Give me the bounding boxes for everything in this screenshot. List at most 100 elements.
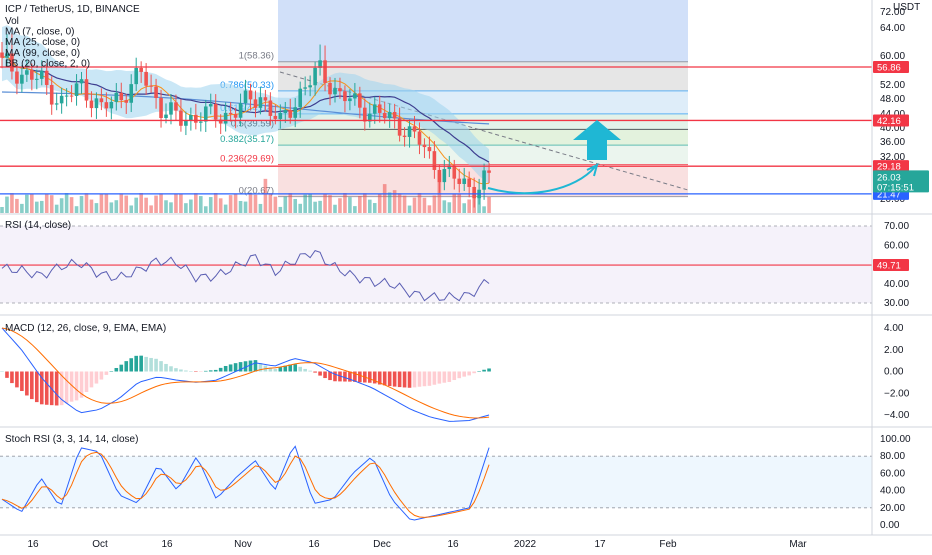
volume-bar (119, 193, 124, 213)
candle-body (467, 178, 471, 187)
volume-bar (99, 194, 104, 213)
time-label-Dec: Dec (373, 539, 391, 550)
time-label-16: 16 (308, 539, 320, 550)
macd-histogram-bar (89, 371, 94, 388)
volume-bar (338, 198, 342, 213)
candle-body (283, 110, 288, 113)
candle-body (338, 88, 342, 92)
volume-bar (189, 199, 193, 213)
candle-body (203, 106, 208, 122)
candle-body (367, 113, 372, 122)
candle-body (44, 70, 49, 85)
candle-body (387, 111, 392, 119)
rsi-tag-bg (873, 259, 909, 272)
macd-histogram-bar (74, 371, 79, 401)
macd-histogram-bar (432, 371, 437, 385)
macd-histogram-bar (243, 361, 248, 372)
candle-body (119, 92, 124, 101)
macd-title: MACD (12, 26, close, 9, EMA, EMA) (5, 323, 166, 334)
volume-bar (69, 197, 74, 213)
fib-label-5: 0.236(29.69) (220, 154, 274, 165)
stoch-title: Stoch RSI (3, 3, 14, 14, close) (5, 434, 138, 445)
macd-histogram-bar (179, 369, 183, 372)
fib-label-6: 0(20.67) (239, 186, 274, 197)
macd-histogram-bar (348, 371, 352, 382)
candle-body (213, 104, 218, 120)
rsi-tick: 40.00 (884, 279, 909, 290)
macd-histogram-bar (30, 371, 34, 400)
volume-bar (387, 192, 392, 213)
volume-bar (199, 196, 203, 213)
macd-histogram-bar (387, 371, 392, 387)
projection-arrowhead (586, 163, 599, 177)
candle-body (333, 88, 337, 95)
macd-histogram-bar (184, 370, 188, 372)
rsi-tick: 30.00 (884, 298, 909, 309)
macd-tick: −2.00 (884, 388, 910, 399)
volume-bar (457, 194, 462, 213)
stoch-tick: 20.00 (880, 503, 905, 514)
volume-bar (437, 173, 442, 213)
macd-histogram-bar (25, 371, 29, 396)
macd-signal-line (1, 327, 490, 419)
volume-bar (318, 200, 322, 213)
candle-body (99, 98, 104, 103)
macd-histogram-bar (109, 371, 114, 372)
candle-body (447, 165, 452, 170)
candle-body (199, 121, 203, 123)
currency-label: USDT (893, 2, 920, 13)
candle-body (149, 85, 153, 87)
candle-body (288, 110, 293, 118)
candle-body (208, 104, 213, 107)
stoch-tick: 100.00 (880, 434, 911, 445)
macd-histogram-bar (422, 371, 427, 387)
price-tag-bg (873, 60, 909, 73)
volume-bar (89, 199, 94, 213)
volume-bar (328, 195, 332, 213)
volume-bar (407, 205, 412, 213)
volume-bar (402, 195, 407, 213)
volume-bar (79, 196, 84, 213)
volume-bar (159, 193, 163, 213)
candle-body (243, 90, 248, 104)
volume-bar (30, 193, 34, 213)
volume-bar (452, 194, 457, 213)
candle-body (189, 114, 193, 121)
candle-body (417, 131, 422, 145)
macd-histogram-bar (412, 371, 417, 388)
volume-bar (74, 206, 79, 213)
volume-bar (194, 193, 198, 213)
candle-body (248, 90, 253, 100)
macd-histogram-bar (99, 371, 104, 380)
macd-histogram-bar (333, 371, 337, 382)
candle-body (144, 71, 148, 86)
macd-histogram-bar (139, 355, 143, 372)
macd-histogram-bar (303, 368, 307, 372)
macd-tick: 4.00 (884, 323, 904, 334)
macd-tick: −4.00 (884, 410, 910, 421)
up-arrow-icon (573, 120, 621, 160)
candle-body (79, 79, 84, 84)
volume-bar (129, 205, 134, 213)
candle-body (154, 86, 158, 99)
candle-body (84, 79, 89, 101)
price-tick-60.00: 60.00 (880, 51, 905, 62)
candle-body (34, 78, 39, 80)
volume-bar (44, 193, 49, 213)
price-tick-52.00: 52.00 (880, 80, 905, 91)
volume-bar (59, 198, 64, 213)
macd-histogram-bar (169, 366, 173, 372)
macd-histogram-bar (273, 368, 278, 372)
macd-histogram-bar (15, 371, 19, 388)
volume-bar (124, 195, 129, 213)
volume-bar (174, 194, 178, 213)
candle-body (422, 144, 427, 148)
macd-histogram-bar (124, 361, 129, 372)
candle-body (293, 107, 298, 118)
macd-histogram-bar (149, 357, 153, 372)
volume-bar (15, 198, 19, 213)
volume-bar (467, 199, 471, 213)
price-tick-36.00: 36.00 (880, 137, 905, 148)
candle-body (20, 74, 24, 84)
